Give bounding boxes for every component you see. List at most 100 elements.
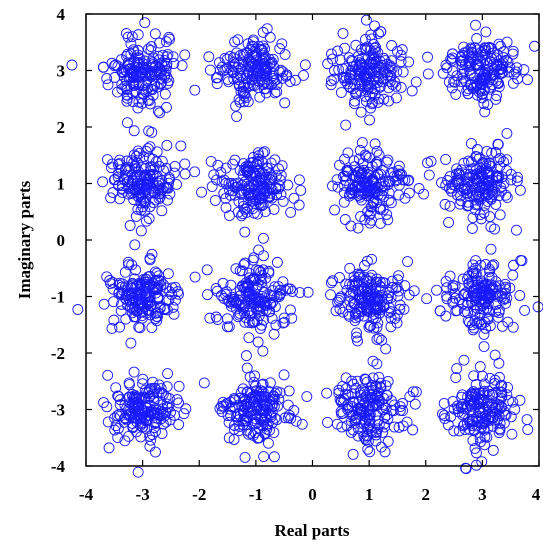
data-point [340,71,352,83]
data-point [124,220,136,231]
data-point [168,167,180,179]
y-tick-label: -2 [51,344,65,363]
data-point [122,31,134,43]
data-point [268,75,280,87]
data-point [403,187,415,199]
data-point [371,358,383,370]
data-point [348,155,360,167]
data-point [132,45,144,56]
data-point [353,54,365,66]
data-point [248,396,260,408]
data-point [288,405,300,416]
data-point [152,283,164,295]
data-point [276,38,288,50]
data-point [491,90,503,102]
data-point [128,412,140,424]
data-point [381,156,393,168]
data-point [273,66,285,78]
data-point [393,285,405,297]
data-point [479,106,491,118]
data-point [449,288,461,300]
data-point [346,184,358,196]
data-point [161,381,173,392]
data-point [233,196,245,207]
data-point [148,422,160,434]
data-point [348,378,359,390]
data-point [360,374,372,385]
data-point [108,314,120,326]
data-point [260,87,272,99]
data-point [496,291,508,303]
data-point [164,286,176,298]
data-point [378,93,390,105]
data-point [391,45,403,57]
data-point [349,417,361,429]
data-point [482,195,494,207]
data-point [116,66,128,77]
data-point [450,305,462,317]
data-point [392,274,404,286]
data-point [460,169,472,180]
data-point [364,90,376,102]
data-point [266,312,278,324]
data-point [271,386,283,398]
data-point [167,301,179,313]
data-point [283,385,295,397]
data-point [345,187,357,199]
data-point [143,213,155,224]
data-point [268,203,280,215]
data-point [154,37,165,49]
data-point [277,72,288,84]
data-point [238,196,249,208]
data-point [388,399,400,411]
data-point [403,56,415,68]
data-point [239,451,251,463]
data-point [436,408,448,420]
data-point [119,266,131,278]
data-point [229,401,241,413]
data-point [238,399,250,411]
data-point [481,145,493,157]
data-point [256,276,267,288]
x-tick-label: -1 [249,485,263,504]
data-point [213,57,225,68]
data-point [514,394,526,406]
data-point [145,44,157,56]
data-point [102,369,114,381]
data-point [293,174,305,186]
data-point [340,278,352,290]
data-point [121,117,133,129]
data-point [210,72,222,84]
data-point [476,74,488,85]
data-point [249,275,261,287]
data-point [482,42,494,54]
data-point [173,419,185,430]
data-point [327,275,339,287]
data-point [434,305,446,317]
data-point [255,171,267,183]
data-point [121,155,133,167]
data-point [135,225,147,237]
data-point [349,315,361,326]
data-point [370,55,382,67]
data-point [384,76,396,87]
data-point [242,165,254,177]
data-point [462,83,474,95]
data-point [496,390,508,402]
data-point [155,280,167,292]
data-point [394,168,406,180]
data-point [349,161,361,173]
data-point [349,95,361,107]
data-point [298,69,309,81]
data-point [123,288,135,299]
data-point [465,42,477,54]
data-point [173,380,185,392]
data-point [128,157,140,169]
data-point [148,301,160,313]
data-point [444,270,456,282]
data-point [223,432,235,444]
data-point [469,442,481,454]
data-point [263,267,275,279]
data-point [502,382,514,393]
data-point [382,375,394,387]
